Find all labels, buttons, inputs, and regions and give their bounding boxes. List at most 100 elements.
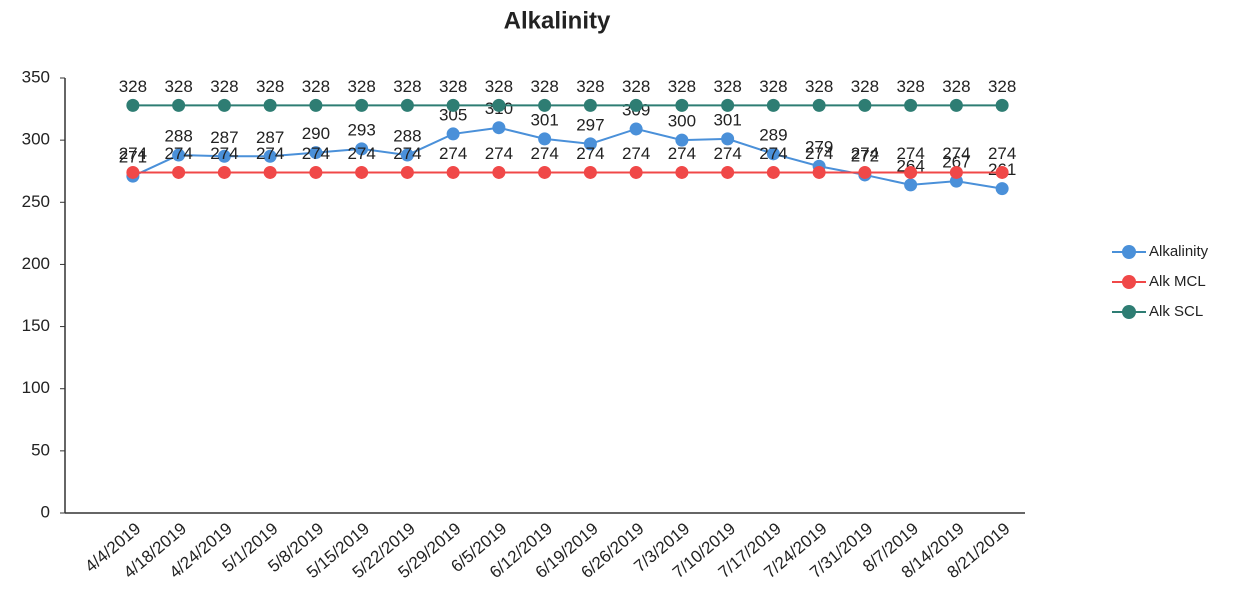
data-label: 274: [530, 144, 558, 163]
legend-label: Alk SCL: [1149, 303, 1203, 320]
data-label: 267: [942, 153, 970, 172]
data-point: [904, 98, 918, 112]
chart-title: Alkalinity: [504, 7, 611, 34]
data-point: [629, 98, 643, 112]
data-point: [126, 165, 140, 179]
data-label: 328: [759, 77, 787, 96]
data-label: 274: [759, 144, 787, 163]
data-label: 287: [210, 128, 238, 147]
data-label: 271: [119, 148, 147, 167]
data-label: 328: [713, 77, 741, 96]
data-label: 274: [119, 144, 147, 163]
data-label: 274: [896, 144, 924, 163]
data-point: [949, 165, 963, 179]
data-point: [309, 98, 323, 112]
data-point: [446, 127, 460, 141]
data-point: [721, 132, 735, 146]
data-label: 328: [210, 77, 238, 96]
data-point: [858, 165, 872, 179]
data-point: [400, 165, 414, 179]
data-label: 328: [256, 77, 284, 96]
data-point: [217, 149, 231, 163]
data-label: 328: [164, 77, 192, 96]
y-tick-label: 300: [22, 130, 50, 149]
data-point: [492, 121, 506, 135]
y-tick-label: 100: [22, 378, 50, 397]
data-label: 328: [439, 77, 467, 96]
data-label: 328: [668, 77, 696, 96]
data-label: 293: [347, 120, 375, 139]
data-point: [675, 165, 689, 179]
legend-marker: [1122, 245, 1136, 259]
data-point: [172, 148, 186, 162]
data-label: 328: [805, 77, 833, 96]
data-point: [355, 98, 369, 112]
data-label: 288: [393, 127, 421, 146]
y-tick-label: 150: [22, 316, 50, 335]
data-label: 328: [393, 77, 421, 96]
data-point: [583, 165, 597, 179]
data-label: 274: [576, 144, 604, 163]
data-point: [858, 98, 872, 112]
data-point: [675, 98, 689, 112]
legend-label: Alkalinity: [1149, 243, 1209, 260]
data-point: [492, 165, 506, 179]
data-point: [400, 148, 414, 162]
data-label: 290: [302, 124, 330, 143]
data-point: [583, 137, 597, 151]
y-tick-label: 200: [22, 254, 50, 273]
y-tick-label: 50: [31, 440, 50, 459]
data-point: [309, 146, 323, 160]
data-label: 274: [164, 144, 192, 163]
data-label: 274: [668, 144, 696, 163]
data-label: 328: [347, 77, 375, 96]
data-label: 297: [576, 115, 604, 134]
data-point: [766, 98, 780, 112]
data-label: 300: [668, 112, 696, 131]
data-point: [172, 165, 186, 179]
data-point: [721, 98, 735, 112]
data-label: 274: [210, 144, 238, 163]
y-tick-label: 350: [22, 67, 50, 86]
y-tick-label: 0: [41, 502, 50, 521]
data-point: [995, 98, 1009, 112]
data-label: 301: [530, 110, 558, 129]
data-point: [172, 98, 186, 112]
data-label: 287: [256, 128, 284, 147]
data-point: [721, 165, 735, 179]
data-label: 274: [393, 144, 421, 163]
data-point: [126, 98, 140, 112]
data-point: [904, 165, 918, 179]
data-label: 288: [164, 127, 192, 146]
data-point: [583, 98, 597, 112]
data-point: [766, 147, 780, 161]
data-label: 328: [896, 77, 924, 96]
data-label: 328: [485, 77, 513, 96]
data-label: 274: [256, 144, 284, 163]
data-point: [904, 178, 918, 192]
data-label: 274: [713, 144, 741, 163]
data-label: 328: [851, 77, 879, 96]
data-point: [309, 165, 323, 179]
data-point: [263, 149, 277, 163]
data-point: [629, 122, 643, 136]
data-point: [217, 98, 231, 112]
data-point: [766, 165, 780, 179]
data-point: [492, 98, 506, 112]
data-label: 274: [851, 144, 879, 163]
data-point: [949, 98, 963, 112]
data-label: 264: [896, 156, 924, 175]
data-point: [446, 98, 460, 112]
data-point: [675, 133, 689, 147]
data-point: [812, 165, 826, 179]
data-point: [629, 165, 643, 179]
data-point: [355, 142, 369, 156]
legend-marker: [1122, 305, 1136, 319]
data-point: [355, 165, 369, 179]
data-label: 274: [347, 144, 375, 163]
data-label: 328: [576, 77, 604, 96]
data-label: 274: [988, 144, 1016, 163]
data-label: 274: [942, 144, 970, 163]
data-label: 274: [439, 144, 467, 163]
